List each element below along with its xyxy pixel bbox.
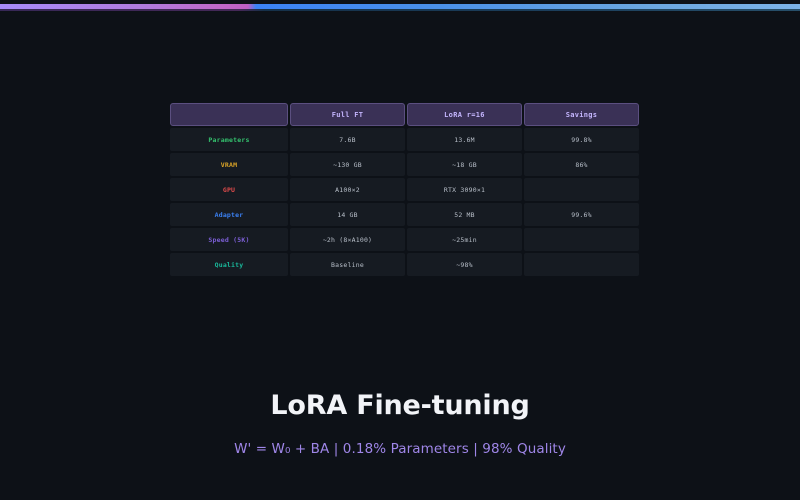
cell-speed-lora: ~25min	[407, 228, 522, 251]
cell-quality-lora: ~98%	[407, 253, 522, 276]
cell-adapter-full-ft: 14 GB	[290, 203, 405, 226]
cell-vram-savings: 86%	[524, 153, 639, 176]
table-header-lora: LoRA r=16	[407, 103, 522, 126]
table-row: VRAM ~130 GB ~18 GB 86%	[170, 153, 639, 176]
table-header-savings: Savings	[524, 103, 639, 126]
cell-adapter-savings: 99.6%	[524, 203, 639, 226]
table-row: Parameters 7.6B 13.6M 99.8%	[170, 128, 639, 151]
metric-label-quality: Quality	[170, 253, 288, 276]
table-row: Speed (5K) ~2h (8×A100) ~25min	[170, 228, 639, 251]
cell-speed-savings	[524, 228, 639, 251]
cell-quality-savings	[524, 253, 639, 276]
cell-vram-full-ft: ~130 GB	[290, 153, 405, 176]
cell-gpu-lora: RTX 3090×1	[407, 178, 522, 201]
metric-label-adapter: Adapter	[170, 203, 288, 226]
table-header-metric	[170, 103, 288, 126]
metric-label-vram: VRAM	[170, 153, 288, 176]
cell-quality-full-ft: Baseline	[290, 253, 405, 276]
metric-label-parameters: Parameters	[170, 128, 288, 151]
cell-gpu-savings	[524, 178, 639, 201]
table-header-full-ft: Full FT	[290, 103, 405, 126]
page-title: LoRA Fine-tuning	[270, 390, 530, 421]
metric-label-gpu: GPU	[170, 178, 288, 201]
top-gradient-accent-bar	[0, 4, 800, 9]
cell-adapter-lora: 52 MB	[407, 203, 522, 226]
cell-parameters-full-ft: 7.6B	[290, 128, 405, 151]
table-header-row: Full FT LoRA r=16 Savings	[170, 103, 639, 126]
page-subtitle: W' = W₀ + BA | 0.18% Parameters | 98% Qu…	[234, 441, 566, 457]
cell-parameters-lora: 13.6M	[407, 128, 522, 151]
lora-comparison-table: Full FT LoRA r=16 Savings Parameters 7.6…	[168, 101, 641, 278]
cell-speed-full-ft: ~2h (8×A100)	[290, 228, 405, 251]
table-row: GPU A100×2 RTX 3090×1	[170, 178, 639, 201]
table-row: Quality Baseline ~98%	[170, 253, 639, 276]
table-row: Adapter 14 GB 52 MB 99.6%	[170, 203, 639, 226]
cell-vram-lora: ~18 GB	[407, 153, 522, 176]
top-gradient-accent-bar-glow	[0, 9, 800, 11]
cell-parameters-savings: 99.8%	[524, 128, 639, 151]
cell-gpu-full-ft: A100×2	[290, 178, 405, 201]
metric-label-speed: Speed (5K)	[170, 228, 288, 251]
